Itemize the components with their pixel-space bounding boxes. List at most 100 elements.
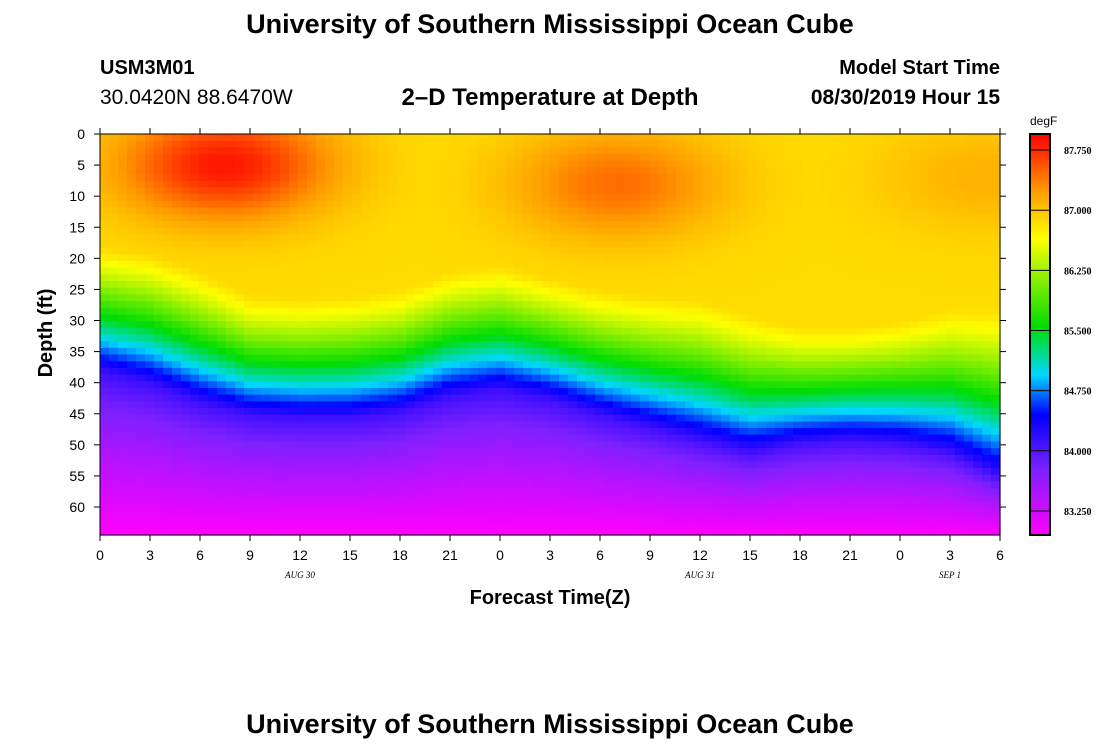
heatmap-cell [793, 387, 803, 396]
heatmap-cell [802, 287, 812, 295]
heatmap-cell [118, 414, 128, 422]
heatmap-cell [604, 214, 614, 222]
heatmap-cell [757, 408, 767, 416]
heatmap-cell [784, 334, 794, 342]
heatmap-cell [640, 421, 650, 429]
heatmap-cell [739, 260, 749, 269]
heatmap-cell [748, 514, 758, 523]
heatmap-cell [613, 481, 623, 489]
heatmap-cell [307, 187, 317, 195]
heatmap-cell [658, 147, 668, 155]
model-start-label: Model Start Time [839, 57, 1000, 79]
heatmap-cell [451, 240, 461, 249]
heatmap-cell [469, 441, 479, 449]
heatmap-cell [703, 341, 713, 349]
heatmap-cell [586, 234, 596, 242]
heatmap-cell [712, 347, 722, 356]
heatmap-cell [631, 434, 641, 443]
heatmap-cell [775, 294, 785, 302]
heatmap-cell [280, 327, 290, 336]
heatmap-cell [397, 327, 407, 336]
heatmap-cell [199, 468, 209, 476]
heatmap-cell [838, 361, 848, 369]
heatmap-cell [640, 167, 650, 175]
heatmap-cell [199, 187, 209, 195]
heatmap-cell [766, 301, 776, 309]
heatmap-cell [757, 354, 767, 362]
heatmap-cell [820, 334, 830, 342]
heatmap-cell [226, 381, 236, 389]
heatmap-cell [415, 374, 425, 382]
heatmap-cell [559, 154, 569, 162]
heatmap-cell [739, 521, 749, 529]
heatmap-cell [757, 361, 767, 369]
heatmap-cell [253, 434, 263, 443]
heatmap-cell [379, 234, 389, 242]
heatmap-cell [541, 187, 551, 195]
heatmap-cell [145, 194, 155, 202]
heatmap-cell [676, 327, 686, 336]
heatmap-cell [703, 267, 713, 275]
heatmap-cell [226, 147, 236, 155]
heatmap-cell [262, 160, 272, 169]
heatmap-cell [559, 334, 569, 342]
heatmap-cell [541, 247, 551, 255]
heatmap-cell [325, 428, 335, 436]
heatmap-cell [640, 140, 650, 148]
heatmap-cell [181, 327, 191, 336]
heatmap-cell [676, 214, 686, 222]
heatmap-cell [604, 267, 614, 275]
heatmap-cell [190, 174, 200, 182]
heatmap-cell [262, 367, 272, 376]
heatmap-cell [496, 381, 506, 389]
heatmap-cell [532, 387, 542, 396]
heatmap-cell [559, 468, 569, 476]
heatmap-cell [784, 341, 794, 349]
heatmap-cell [523, 501, 533, 509]
heatmap-cell [703, 474, 713, 483]
heatmap-cell [712, 327, 722, 336]
heatmap-cell [793, 220, 803, 229]
heatmap-cell [640, 227, 650, 235]
heatmap-cell [739, 441, 749, 449]
heatmap-cell [244, 307, 254, 316]
heatmap-cell [658, 134, 668, 142]
heatmap-cell [163, 287, 173, 295]
heatmap-cell [712, 481, 722, 489]
heatmap-cell [775, 414, 785, 422]
heatmap-cell [271, 354, 281, 362]
heatmap-cell [658, 521, 668, 529]
heatmap-cell [370, 267, 380, 275]
heatmap-cell [631, 401, 641, 409]
heatmap-cell [757, 488, 767, 496]
heatmap-cell [451, 461, 461, 469]
heatmap-cell [217, 174, 227, 182]
heatmap-cell [325, 414, 335, 422]
heatmap-cell [235, 187, 245, 195]
heatmap-cell [748, 347, 758, 356]
heatmap-cell [127, 160, 137, 169]
heatmap-cell [694, 160, 704, 169]
heatmap-cell [208, 454, 218, 463]
heatmap-cell [235, 468, 245, 476]
heatmap-cell [685, 160, 695, 169]
heatmap-cell [640, 414, 650, 422]
heatmap-cell [775, 260, 785, 269]
heatmap-cell [478, 194, 488, 202]
heatmap-cell [658, 167, 668, 175]
heatmap-cell [163, 207, 173, 215]
heatmap-cell [640, 301, 650, 309]
heatmap-cell [181, 528, 191, 536]
heatmap-cell [163, 274, 173, 282]
heatmap-cell [586, 521, 596, 529]
heatmap-cell [838, 327, 848, 336]
heatmap-cell [550, 180, 560, 189]
heatmap-cell [217, 501, 227, 509]
heatmap-cell [829, 207, 839, 215]
heatmap-cell [559, 260, 569, 269]
heatmap-cell [523, 200, 533, 209]
heatmap-cell [784, 154, 794, 162]
heatmap-cell [667, 187, 677, 195]
heatmap-cell [802, 421, 812, 429]
heatmap-cell [829, 180, 839, 189]
